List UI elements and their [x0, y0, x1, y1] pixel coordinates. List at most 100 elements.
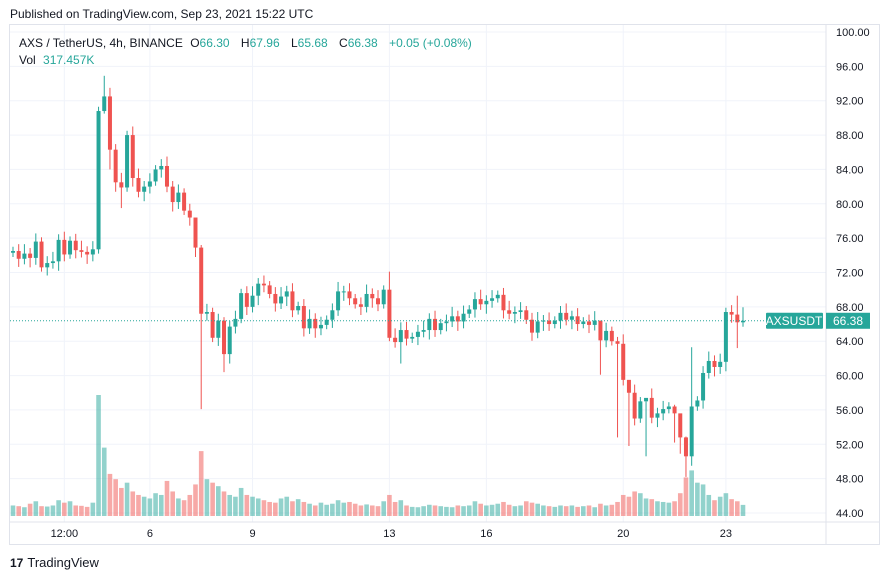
candle-body	[735, 314, 740, 323]
price-tick-label: 48.00	[836, 474, 864, 486]
volume-bar	[233, 496, 238, 516]
price-tag-value-box	[826, 312, 870, 329]
volume-bar	[592, 507, 598, 516]
candle-body	[147, 181, 152, 187]
candle-body	[256, 283, 261, 296]
volume-bar	[358, 505, 364, 516]
close-label: C	[339, 36, 348, 50]
candle-body	[45, 263, 50, 268]
volume-bar	[506, 504, 512, 516]
volume-bar	[198, 451, 204, 516]
candle-body	[267, 285, 272, 294]
low-label: L	[290, 36, 298, 50]
volume-bar	[113, 479, 118, 516]
volume-bar	[261, 500, 267, 516]
symbol-label[interactable]: AXS / TetherUS, 4h, BINANCE	[19, 36, 183, 50]
candle-body	[649, 397, 654, 418]
time-tick-label: 16	[480, 528, 492, 540]
volume-bar	[352, 503, 358, 516]
candle-body	[393, 337, 398, 343]
candle-body	[472, 299, 477, 310]
candle-body	[318, 324, 323, 329]
candle-body	[233, 318, 238, 327]
volume-bar	[301, 501, 307, 516]
candle-body	[227, 326, 232, 355]
candle-body	[50, 261, 55, 264]
candle-body	[644, 397, 649, 402]
price-tick-label: 44.00	[836, 508, 864, 520]
volume-bar	[581, 506, 586, 516]
price-tick-label: 60.00	[836, 371, 864, 383]
volume-bar	[558, 505, 563, 516]
candle-body	[16, 251, 21, 259]
candle-body	[421, 330, 426, 332]
volume-bar	[603, 505, 609, 516]
price-tick-label: 88.00	[836, 130, 864, 142]
candle-body	[204, 312, 209, 314]
time-tick-label: 6	[147, 528, 153, 540]
volume-bar	[147, 498, 153, 516]
time-tick-label: 12:00	[51, 528, 79, 540]
volume-bar	[472, 501, 478, 516]
price-tag-symbol-box	[766, 312, 823, 329]
volume-bar	[404, 505, 409, 516]
volume-bar	[164, 480, 170, 516]
volume-bar	[626, 496, 632, 516]
tradingview-logo[interactable]: 17 TradingView	[10, 555, 99, 570]
volume-bar	[153, 493, 158, 516]
candle-body	[638, 401, 643, 419]
candle-body	[153, 169, 158, 182]
candle-body	[313, 318, 318, 329]
candle-body	[609, 330, 614, 342]
volume-bar	[655, 501, 660, 516]
high-group: H67.96	[241, 36, 284, 50]
published-caption: Published on TradingView.com, Sep 23, 20…	[10, 7, 314, 21]
volume-bar	[466, 505, 472, 516]
price-axis: 100.00 96.00 92.00 88.00 84.00 80.00 76.00 72.0…	[836, 27, 870, 520]
volume-bar	[392, 501, 398, 516]
volume-bar	[119, 487, 124, 516]
volume-bar	[375, 506, 381, 516]
candle-body	[187, 210, 192, 218]
vol-value: 317.457K	[43, 53, 95, 67]
open-label: O	[190, 36, 200, 50]
candle-body	[125, 135, 130, 188]
volume-bar	[158, 494, 164, 516]
volume-bar	[552, 506, 558, 516]
candle-body	[170, 186, 175, 203]
volume-bar	[677, 493, 683, 516]
candle-body	[341, 291, 346, 293]
volume-bar	[244, 494, 250, 516]
volume-bar	[341, 502, 347, 516]
time-tick-label: 23	[720, 528, 732, 540]
candle-body	[695, 400, 700, 407]
price-tag: AXSUSDT 66.38	[766, 312, 870, 329]
volume-bar	[546, 506, 552, 516]
volume-bar	[27, 503, 33, 516]
volume-bar	[73, 505, 79, 516]
volume-bar	[141, 496, 147, 516]
volume-bar	[598, 503, 603, 516]
candle-body	[501, 294, 506, 311]
candle-body	[39, 241, 44, 268]
candle-body	[330, 310, 335, 320]
ohlc-row: AXS / TetherUS, 4h, BINANCE O66.30 H67.9…	[19, 35, 476, 52]
volume-bar	[67, 501, 73, 516]
candle-body	[569, 316, 574, 320]
candle-body	[558, 312, 563, 321]
volume-bar	[387, 494, 392, 516]
chart-frame	[9, 24, 880, 545]
candle-body	[130, 135, 135, 179]
volume-bar	[84, 506, 90, 516]
candle-body	[107, 96, 112, 150]
candle-body	[261, 283, 266, 286]
volume-bar	[438, 506, 444, 516]
candle-body	[723, 312, 728, 362]
close-group: C66.38	[339, 36, 382, 50]
candle-body	[250, 295, 255, 307]
vol-label: Vol	[19, 53, 36, 67]
volume-bar	[609, 504, 615, 516]
volume-bar	[495, 503, 501, 516]
candle-body	[216, 320, 221, 338]
